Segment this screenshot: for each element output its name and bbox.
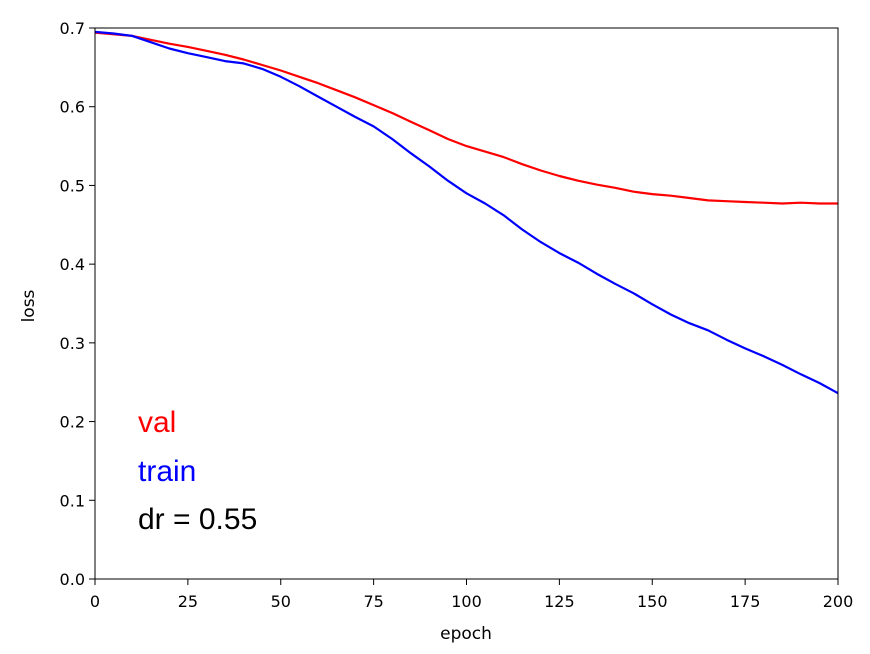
x-tick-label: 150 xyxy=(637,592,668,611)
x-tick-label: 0 xyxy=(90,592,100,611)
y-tick-label: 0.2 xyxy=(60,413,85,432)
plot-frame xyxy=(94,27,839,580)
x-tick-label: 25 xyxy=(178,592,198,611)
annotation-val: val xyxy=(138,406,176,439)
plot-lines xyxy=(94,30,839,395)
y-tick-label: 0.3 xyxy=(60,334,85,353)
x-tick-label: 75 xyxy=(363,592,383,611)
x-tick-label: 50 xyxy=(271,592,291,611)
axis-ticks: 0 25 50 75 100 125 150 175 200 0.0 0.1 0.2 0.3 0.4 0.5… xyxy=(60,19,854,611)
x-axis-label: epoch xyxy=(440,624,492,644)
annotation-train: train xyxy=(138,455,196,488)
x-tick-label: 100 xyxy=(451,592,482,611)
y-axis-label: loss xyxy=(19,289,39,322)
y-tick-label: 0.5 xyxy=(60,176,85,195)
x-tick-label: 175 xyxy=(730,592,761,611)
annotation-dropout-rate: dr = 0.55 xyxy=(138,503,257,536)
y-tick-label: 0.0 xyxy=(60,570,85,589)
x-tick-label: 125 xyxy=(544,592,575,611)
series-line-train xyxy=(94,30,839,395)
x-tick-label: 200 xyxy=(823,592,854,611)
y-tick-label: 0.7 xyxy=(60,19,85,38)
y-tick-label: 0.1 xyxy=(60,491,85,510)
series-line-val xyxy=(94,31,838,205)
y-tick-label: 0.6 xyxy=(60,98,85,117)
y-tick-label: 0.4 xyxy=(60,255,85,274)
